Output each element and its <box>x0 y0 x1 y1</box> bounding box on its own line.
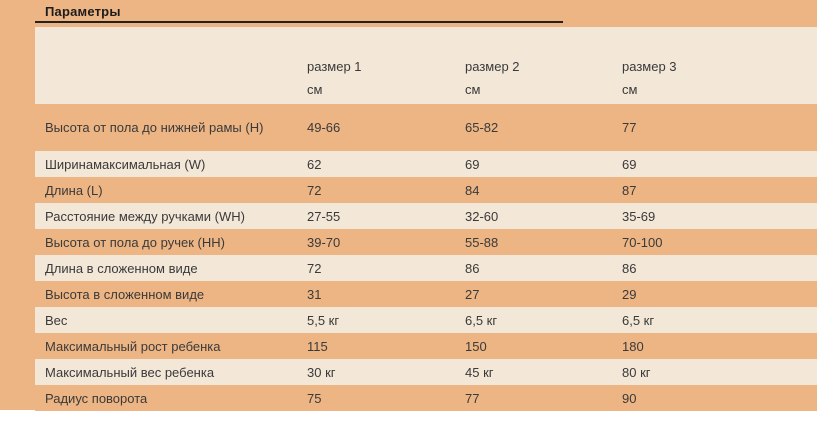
row-value: 75 <box>307 390 322 406</box>
row-label: Максимальный вес ребенка <box>45 364 215 380</box>
table-row: Радиус поворота 75 77 90 <box>35 385 817 411</box>
table-row: Вес 5,5 кг 6,5 кг 6,5 кг <box>35 307 817 333</box>
row-value: 6,5 кг <box>622 312 655 328</box>
row-value: 62 <box>307 156 322 172</box>
row-value: 69 <box>465 156 480 172</box>
row-value: 55-88 <box>465 234 499 250</box>
column-header-size2: размер 2 см <box>465 59 622 104</box>
table-row: Высота в сложенном виде 31 27 29 <box>35 281 817 307</box>
row-label: Вес <box>45 312 68 328</box>
row-value: 86 <box>622 260 637 276</box>
page-title: Параметры <box>45 4 121 19</box>
row-value: 27 <box>465 286 480 302</box>
row-value: 72 <box>307 260 322 276</box>
row-value: 6,5 кг <box>465 312 498 328</box>
row-value: 90 <box>622 390 637 406</box>
row-label: Высота от пола до нижней рамы (H) <box>45 120 264 135</box>
row-value: 86 <box>465 260 480 276</box>
row-value: 77 <box>622 120 637 135</box>
row-value: 31 <box>307 286 322 302</box>
row-label: Расстояние между ручками (WH) <box>45 208 245 224</box>
parameters-table: размер 1 см размер 2 см размер 3 см Высо… <box>35 27 817 411</box>
row-value: 35-69 <box>622 208 656 224</box>
table-row: Максимальный рост ребенка 115 150 180 <box>35 333 817 359</box>
column-unit: см <box>465 82 481 97</box>
table-row: Высота от пола до нижней рамы (H) 49-66 … <box>35 104 817 151</box>
table-row: Длина (L) 72 84 87 <box>35 177 817 203</box>
row-value: 77 <box>465 390 480 406</box>
row-value: 32-60 <box>465 208 499 224</box>
column-title: размер 1 <box>307 59 362 74</box>
table-row: Расстояние между ручками (WH) 27-55 32-6… <box>35 203 817 229</box>
row-value: 87 <box>622 182 637 198</box>
table-row: Ширинамаксимальная (W) 62 69 69 <box>35 151 817 177</box>
column-title: размер 2 <box>465 59 520 74</box>
row-value: 70-100 <box>622 234 663 250</box>
row-value: 80 кг <box>622 364 651 380</box>
row-value: 65-82 <box>465 120 499 135</box>
row-value: 115 <box>307 338 328 354</box>
row-value: 84 <box>465 182 480 198</box>
row-label: Длина в сложенном виде <box>45 260 198 276</box>
row-value: 72 <box>307 182 322 198</box>
row-value: 27-55 <box>307 208 341 224</box>
table-row: Максимальный вес ребенка 30 кг 45 кг 80 … <box>35 359 817 385</box>
row-label: Радиус поворота <box>45 390 148 406</box>
row-label: Максимальный рост ребенка <box>45 338 221 354</box>
row-label: Высота от пола до ручек (HH) <box>45 234 225 250</box>
column-title: размер 3 <box>622 59 677 74</box>
table-row: Высота от пола до ручек (HH) 39-70 55-88… <box>35 229 817 255</box>
row-value: 49-66 <box>307 120 341 135</box>
row-label: Длина (L) <box>45 182 103 198</box>
title-underline <box>35 21 563 23</box>
row-value: 69 <box>622 156 637 172</box>
table-row: Длина в сложенном виде 72 86 86 <box>35 255 817 281</box>
row-value: 45 кг <box>465 364 494 380</box>
row-value: 29 <box>622 286 637 302</box>
column-header-size1: размер 1 см <box>307 59 465 104</box>
row-value: 39-70 <box>307 234 341 250</box>
row-value: 180 <box>622 338 644 354</box>
row-value: 30 кг <box>307 364 336 380</box>
row-label: Высота в сложенном виде <box>45 286 205 302</box>
column-header-size3: размер 3 см <box>622 59 817 104</box>
table-header-row: размер 1 см размер 2 см размер 3 см <box>35 27 817 104</box>
row-value: 5,5 кг <box>307 312 340 328</box>
column-unit: см <box>307 82 323 97</box>
row-label: Ширинамаксимальная (W) <box>45 156 206 172</box>
row-value: 150 <box>465 338 487 354</box>
column-unit: см <box>622 82 638 97</box>
